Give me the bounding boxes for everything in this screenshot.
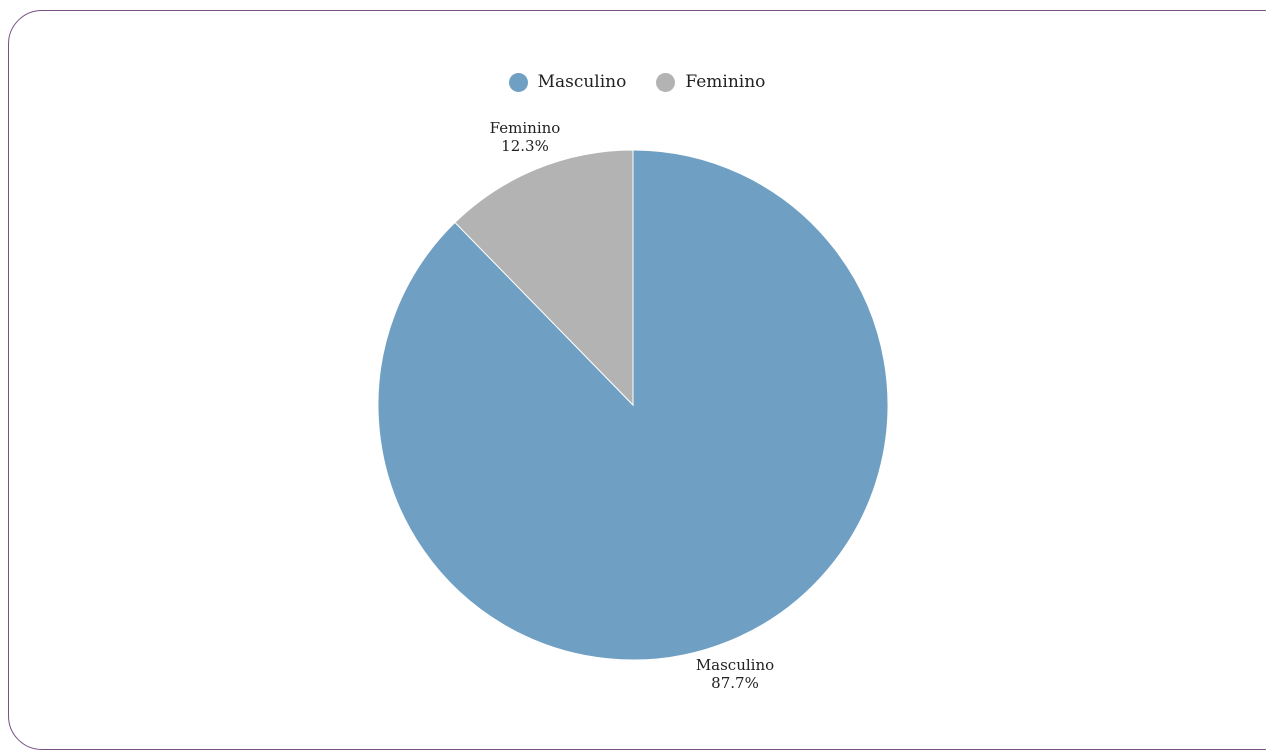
legend-label-masculino: Masculino — [537, 72, 627, 92]
chart-legend: Masculino Feminino — [0, 72, 1266, 92]
legend-swatch-masculino — [508, 72, 528, 92]
slice-value-masculino: 87.7% — [711, 674, 759, 692]
slice-label-feminino: Feminino — [490, 119, 561, 137]
legend-swatch-feminino — [656, 72, 676, 92]
legend-item-feminino[interactable]: Feminino — [656, 72, 765, 92]
slice-label-masculino: Masculino — [696, 656, 774, 674]
legend-item-masculino[interactable]: Masculino — [508, 72, 627, 92]
slice-value-feminino: 12.3% — [501, 137, 549, 155]
pie-slices — [377, 149, 889, 661]
pie-slice-feminino[interactable] — [454, 149, 634, 407]
legend-label-feminino: Feminino — [685, 72, 766, 92]
